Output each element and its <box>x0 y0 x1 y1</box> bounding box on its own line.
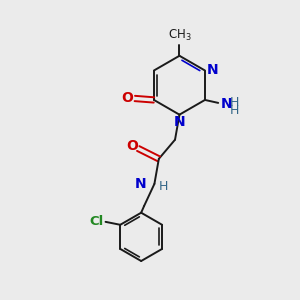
Text: Cl: Cl <box>90 215 104 228</box>
Text: N: N <box>206 64 218 77</box>
Text: O: O <box>122 91 134 105</box>
Text: H: H <box>159 180 168 193</box>
Text: H: H <box>230 104 239 117</box>
Text: N: N <box>221 98 233 111</box>
Text: CH$_3$: CH$_3$ <box>168 27 191 43</box>
Text: O: O <box>126 139 138 153</box>
Text: N: N <box>134 177 146 191</box>
Text: H: H <box>230 96 239 110</box>
Text: N: N <box>174 115 185 129</box>
